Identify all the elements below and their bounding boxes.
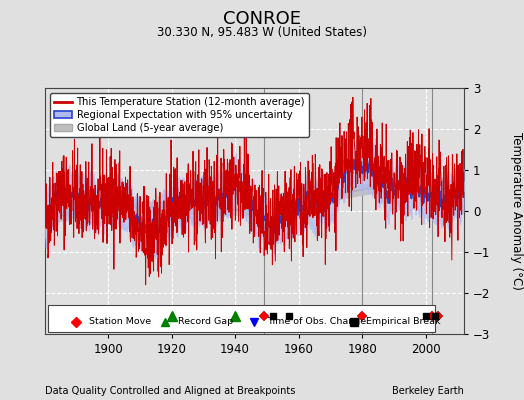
FancyBboxPatch shape [48,305,435,332]
Text: Empirical Break: Empirical Break [366,317,441,326]
Text: Station Move: Station Move [89,317,151,326]
Text: Data Quality Controlled and Aligned at Breakpoints: Data Quality Controlled and Aligned at B… [45,386,295,396]
Legend: This Temperature Station (12-month average), Regional Expectation with 95% uncer: This Temperature Station (12-month avera… [50,93,309,137]
Y-axis label: Temperature Anomaly (°C): Temperature Anomaly (°C) [509,132,522,290]
Text: 30.330 N, 95.483 W (United States): 30.330 N, 95.483 W (United States) [157,26,367,39]
Text: Berkeley Earth: Berkeley Earth [392,386,464,396]
Text: Record Gap: Record Gap [178,317,233,326]
Text: Time of Obs. Change: Time of Obs. Change [267,317,366,326]
Text: CONROE: CONROE [223,10,301,28]
